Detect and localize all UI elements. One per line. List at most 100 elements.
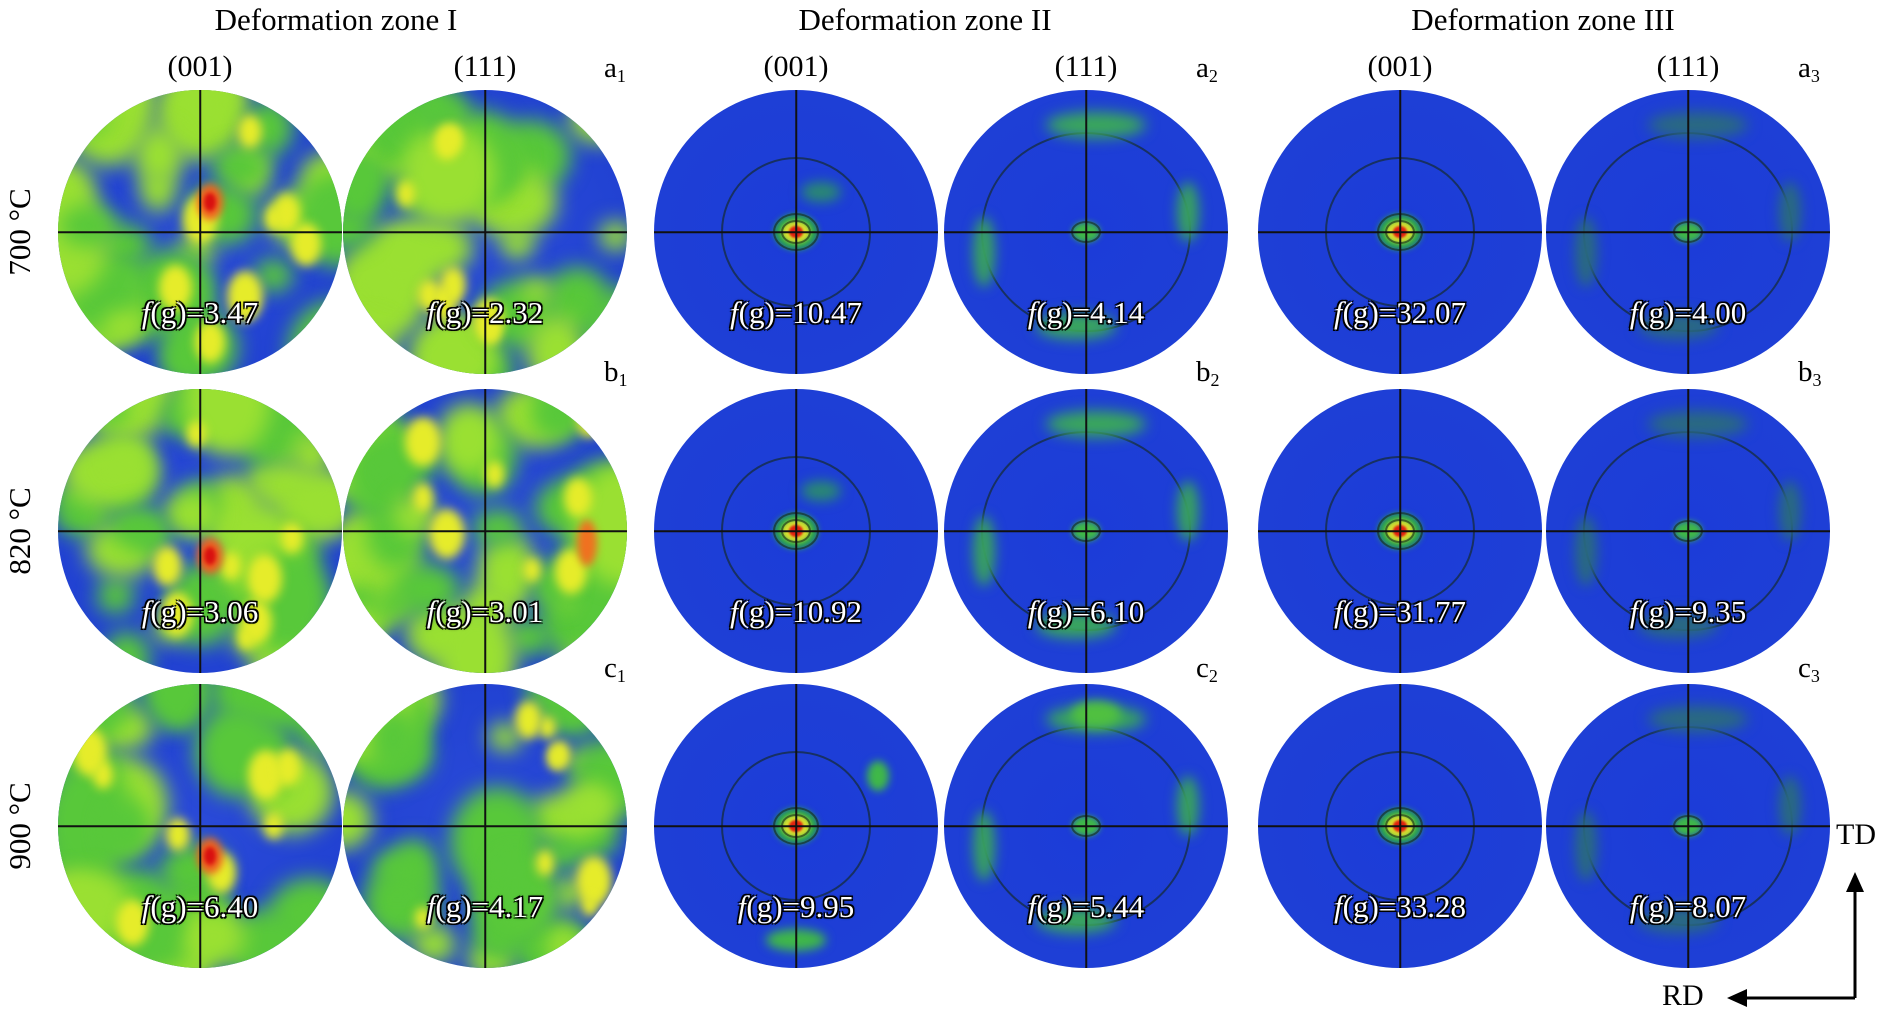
f-suffix: (g)=	[435, 295, 490, 330]
f-suffix: (g)=	[1342, 594, 1397, 629]
intensity-blob	[472, 509, 523, 546]
intensity-blob	[412, 483, 434, 512]
pole-figure-001	[654, 90, 938, 374]
reference-axis-vertical	[484, 684, 486, 968]
intensity-blob	[220, 551, 241, 580]
f-value: 3.06	[204, 594, 259, 629]
f-symbol: f	[1333, 889, 1343, 924]
intensity-blob	[526, 315, 588, 374]
max-intensity-label: f(g)=3.47	[142, 295, 259, 331]
intensity-blob	[549, 740, 570, 769]
intensity-blob	[411, 90, 460, 131]
zone-title-1: Deformation zone I	[214, 2, 458, 37]
reference-axis-vertical	[484, 389, 486, 673]
intensity-blob	[96, 577, 134, 614]
intensity-blob	[1046, 411, 1146, 437]
max-intensity-label: f(g)=9.95	[738, 889, 855, 925]
f-suffix: (g)=	[435, 889, 490, 924]
max-intensity-label: f(g)=6.10	[1028, 594, 1145, 630]
f-symbol: f	[1629, 889, 1639, 924]
panel-letter-sub: 3	[1812, 370, 1822, 390]
intensity-blob	[290, 223, 322, 266]
intensity-blob	[296, 468, 342, 539]
f-value: 10.92	[792, 594, 863, 629]
max-intensity-label: f(g)=4.14	[1028, 295, 1145, 331]
intensity-blob	[102, 631, 150, 673]
intensity-blob	[159, 264, 193, 312]
f-symbol: f	[1629, 594, 1639, 629]
max-intensity-label: f(g)=8.07	[1630, 889, 1747, 925]
plane-label-001: (001)	[1367, 50, 1433, 83]
intensity-blob	[368, 707, 419, 770]
max-intensity-label: f(g)=6.40	[142, 889, 259, 925]
intensity-blob	[1638, 612, 1718, 638]
reference-axis-vertical	[199, 684, 201, 968]
pole-figure-111	[343, 389, 627, 673]
intensity-blob	[473, 297, 505, 342]
intensity-blob	[1779, 776, 1801, 836]
pole-figure-111	[944, 90, 1228, 374]
intensity-blob	[412, 925, 456, 963]
intensity-blob	[414, 906, 431, 930]
reference-axis-vertical	[1687, 389, 1689, 673]
intensity-blob	[93, 761, 114, 790]
f-value: 5.44	[1090, 889, 1145, 924]
rd-axis-label: RD	[1662, 979, 1704, 1012]
reference-axis-vertical	[1085, 90, 1087, 374]
intensity-blob	[345, 90, 397, 140]
intensity-blob	[264, 206, 283, 231]
plane-label-111: (111)	[453, 50, 517, 83]
intensity-blob	[204, 847, 216, 865]
f-value: 2.32	[489, 295, 544, 330]
intensity-blob	[1648, 706, 1748, 732]
f-suffix: (g)=	[1342, 295, 1397, 330]
pole-figure-111	[944, 389, 1228, 673]
zone-title-3: Deformation zone III	[1411, 2, 1675, 37]
reference-axis-vertical	[1085, 389, 1087, 673]
f-value: 4.17	[489, 889, 544, 924]
intensity-blob	[102, 799, 152, 860]
panel-letter-c2: c2	[1196, 652, 1218, 687]
panel-letter-c3: c3	[1798, 652, 1820, 687]
panel-letter-sub: 3	[1810, 666, 1820, 686]
intensity-blob	[1177, 182, 1199, 242]
intensity-blob	[247, 554, 283, 604]
max-intensity-label: f(g)=31.77	[1334, 594, 1466, 630]
intensity-blob	[396, 180, 416, 207]
f-symbol: f	[426, 594, 436, 629]
f-suffix: (g)=	[738, 295, 793, 330]
intensity-blob	[372, 849, 421, 887]
intensity-blob	[204, 193, 216, 211]
max-intensity-label: f(g)=5.44	[1028, 889, 1145, 925]
pole-figure-001	[58, 90, 342, 374]
pole-figure-001	[1258, 684, 1542, 968]
intensity-blob	[801, 182, 841, 202]
f-suffix: (g)=	[1638, 594, 1693, 629]
f-value: 3.01	[489, 594, 544, 629]
intensity-blob	[536, 849, 555, 876]
panel-letter-sub: 2	[1210, 370, 1220, 390]
intensity-blob	[1046, 112, 1146, 138]
intensity-blob	[349, 607, 384, 641]
plane-label-001: (001)	[763, 50, 829, 83]
intensity-blob	[1177, 776, 1199, 836]
panel-letter-sub: 2	[1208, 666, 1218, 686]
td-axis-label: TD	[1836, 818, 1876, 851]
intensity-blob	[115, 900, 149, 947]
intensity-blob	[549, 696, 601, 735]
f-value: 9.35	[1692, 594, 1747, 629]
f-symbol: f	[737, 889, 747, 924]
intensity-blob	[160, 592, 193, 638]
reference-axis-vertical	[795, 90, 797, 374]
f-suffix: (g)=	[150, 594, 205, 629]
intensity-blob	[1648, 112, 1748, 138]
panel-letter-main: c	[1196, 652, 1209, 684]
pole-figure-001	[654, 389, 938, 673]
f-suffix: (g)=	[1638, 295, 1693, 330]
max-intensity-label: f(g)=33.28	[1334, 889, 1466, 925]
pole-figure-111	[1546, 389, 1830, 673]
f-value: 6.40	[204, 889, 259, 924]
intensity-blob	[405, 417, 441, 467]
panel-letter-sub: 1	[618, 370, 628, 390]
